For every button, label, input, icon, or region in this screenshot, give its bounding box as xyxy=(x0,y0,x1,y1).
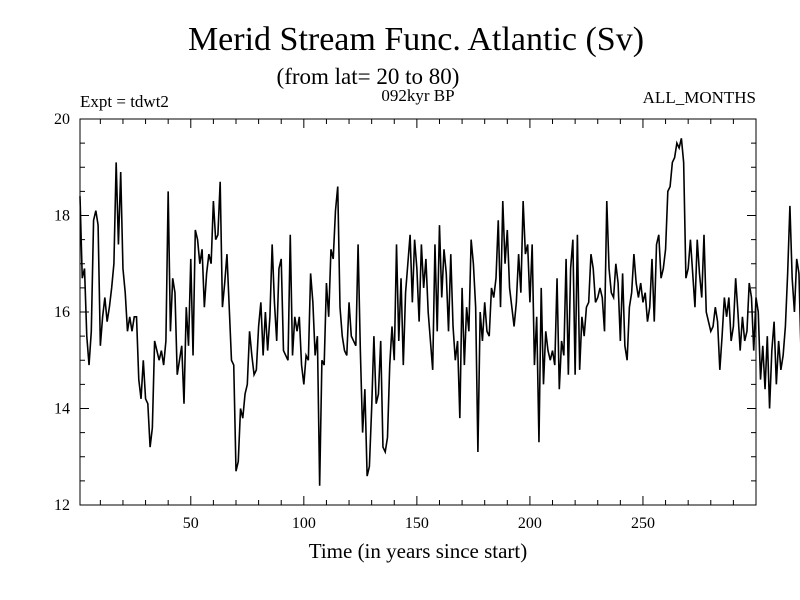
y-tick-label: 18 xyxy=(54,208,70,225)
chart-subtitle: (from lat= 20 to 80) xyxy=(277,64,460,89)
y-tick-label: 20 xyxy=(54,111,70,128)
x-tick-label: 100 xyxy=(292,515,316,532)
x-minor-ticks xyxy=(99,119,757,505)
period-label: 092kyr BP xyxy=(381,86,454,105)
y-minor-ticks xyxy=(80,142,756,482)
x-axis-label: Time (in years since start) xyxy=(309,539,528,563)
y-tick-label: 14 xyxy=(54,401,70,418)
x-tick-label: 250 xyxy=(631,515,655,532)
x-tick-label: 50 xyxy=(183,515,199,532)
y-tick-label: 12 xyxy=(54,497,70,514)
experiment-label: Expt = tdwt2 xyxy=(80,92,169,111)
x-tick-label: 200 xyxy=(518,515,542,532)
months-label: ALL_MONTHS xyxy=(643,88,756,107)
chart-title: Merid Stream Func. Atlantic (Sv) xyxy=(188,21,644,58)
y-tick-labels: 12 14 16 18 20 xyxy=(54,111,70,514)
x-tick-labels: 50 100 150 200 250 xyxy=(183,515,655,532)
x-tick-label: 150 xyxy=(405,515,429,532)
series-line xyxy=(79,138,800,486)
x-major-ticks xyxy=(190,119,644,505)
y-tick-label: 16 xyxy=(54,304,70,321)
